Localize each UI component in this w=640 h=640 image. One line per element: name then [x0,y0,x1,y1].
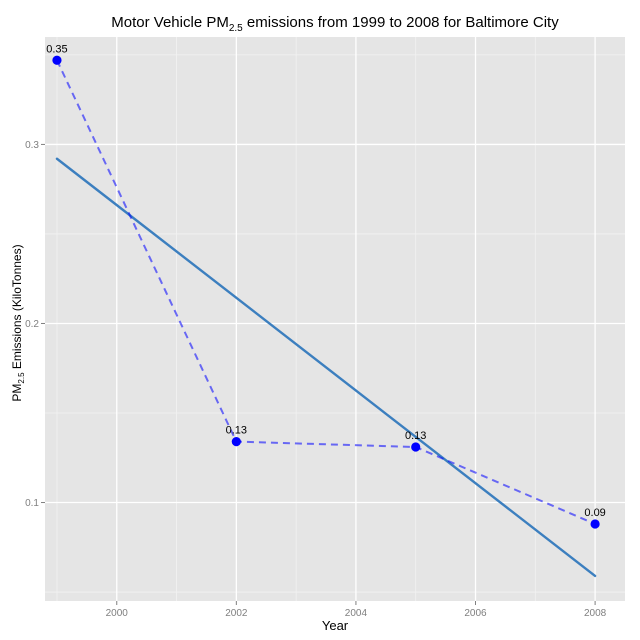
x-tick-label: 2004 [345,608,368,619]
x-axis-label: Year [321,618,349,633]
y-axis-ticks: 0.1 0.2 0.3 [25,140,45,509]
trend-line [55,157,597,578]
x-tick-label: 2002 [225,608,248,619]
chart-title-subscript: 2.5 [228,23,243,34]
data-label: 0.35 [46,43,67,55]
data-label-layer: 0.35 0.13 0.13 0.09 [46,43,606,519]
y-axis-label-subscript: 2.5 [17,372,27,384]
chart-title-text: Motor Vehicle PM [111,14,229,31]
trend-layer [55,157,597,578]
data-label: 0.13 [226,425,247,437]
series-layer [52,55,600,529]
y-tick-label: 0.3 [25,140,39,151]
y-axis-label-text: PM [9,383,24,402]
major-gridlines [45,37,625,601]
y-tick-label: 0.2 [25,319,39,330]
x-axis-ticks: 2000 2002 2004 2006 2008 [106,601,607,619]
x-tick-label: 2000 [106,608,129,619]
data-point [411,442,421,452]
chart-title: Motor Vehicle PM2.5 emissions from 1999 … [45,14,625,34]
data-label: 0.09 [584,507,605,519]
y-tick-label: 0.1 [25,498,39,509]
data-point [590,519,600,529]
minor-gridlines [45,37,625,601]
series-line-dashed [56,59,596,525]
data-point [231,437,241,447]
plot-panel [45,37,625,601]
data-label: 0.13 [405,430,426,442]
x-tick-label: 2008 [584,608,607,619]
chart-title-suffix: emissions from 1999 to 2008 for Baltimor… [242,14,559,31]
y-axis-label-suffix: Emissions (KiloTonnes) [9,244,24,373]
y-axis-label: PM2.5 Emissions (KiloTonnes) [10,244,26,401]
x-tick-label: 2006 [464,608,487,619]
data-point [52,55,62,65]
